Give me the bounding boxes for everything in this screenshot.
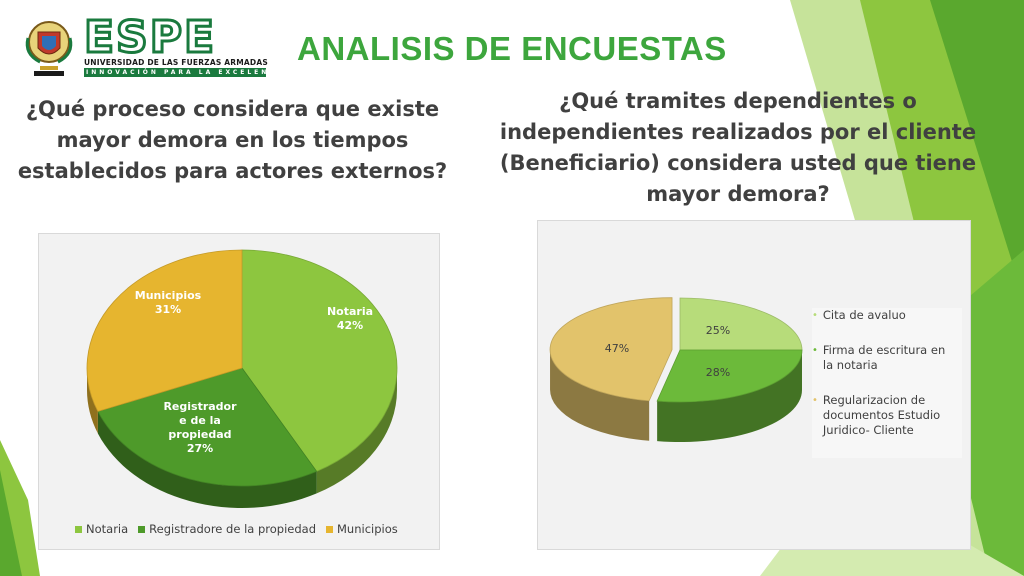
slide-title: ANALISIS DE ENCUESTAS: [297, 30, 727, 67]
legend-label: Cita de avaluo: [823, 308, 906, 323]
pie2-data-label: 47%: [604, 342, 630, 355]
pie1-data-label-line: Notaria: [326, 305, 374, 318]
logo-tagline: INNOVACIÓN PARA LA EXCELENCIA: [84, 68, 290, 77]
pie2-slice-regularizacion-de-documentos-estudio-juridico-cliente: [549, 297, 673, 402]
legend-label: Municipios: [337, 522, 398, 536]
pie2-slice-cita-de-avaluo: [679, 297, 803, 351]
legend-label-line: la notaria: [822, 358, 878, 372]
question-1: ¿Qué proceso considera que existe mayor …: [17, 97, 448, 183]
legend-item: • Regularizacion de documentos Estudio Juri…: [812, 393, 962, 438]
legend-label: Notaria: [86, 522, 129, 536]
espe-logo: ESPE UNIVERSIDAD DE LAS FUERZAS ARMADAS …: [20, 12, 287, 80]
pie1-data-label-line: propiedad: [168, 428, 232, 441]
legend-label: Registradore de la propiedad: [149, 522, 316, 536]
pie1-slice-municipios: [86, 249, 243, 412]
legend-bullet-icon: •: [812, 310, 818, 321]
legend-item: Notaria: [75, 522, 128, 536]
legend-label-line: documentos Estudio: [822, 408, 941, 422]
pie1-data-label: Registrador e de la propiedad 27%: [160, 400, 240, 456]
legend-swatch: [75, 525, 82, 533]
pie2-data-label: 25%: [705, 324, 731, 337]
legend-label-line: Cita de avaluo: [822, 308, 906, 322]
pie1-slice-registradore-de-la-propiedad: [97, 367, 318, 487]
legend-item: Municipios: [326, 522, 398, 536]
legend-item: • Firma de escritura en la notaria: [812, 343, 962, 373]
question-2: ¿Qué tramites dependientes o independien…: [499, 89, 977, 206]
legend-bullet-icon: •: [812, 395, 818, 406]
pie2-data-label: 28%: [705, 366, 731, 379]
legend-swatch: [138, 525, 146, 533]
pie2-slice-firma-de-escritura-en-la-notaria: [656, 349, 803, 403]
legend-label: Firma de escritura en la notaria: [823, 343, 945, 373]
pie1-slice-notaria: [241, 249, 398, 472]
legend-swatch: [326, 525, 333, 533]
legend-label-line: Juridico- Cliente: [822, 423, 914, 437]
legend-item: Registradore de la propiedad: [138, 522, 316, 536]
pie1-data-label-line: 27%: [186, 442, 214, 455]
chart-1-legend: Notaria Registradore de la propiedad Munic…: [75, 522, 398, 536]
legend-item: • Cita de avaluo: [812, 308, 962, 323]
pie1-data-label-line: 42%: [336, 319, 364, 332]
logo-subtitle: UNIVERSIDAD DE LAS FUERZAS ARMADAS: [84, 58, 268, 67]
pie1-slice-side-municipios: [87, 368, 98, 434]
pie1-data-label: Municipios 31%: [128, 289, 208, 317]
pie2-slice-side-regularizacion-de-documentos-estudio-juridico-cliente: [550, 349, 650, 441]
legend-label-line: Regularizacion de: [822, 393, 926, 407]
pie1-data-label-line: Municipios: [134, 289, 202, 302]
pie1-data-label-line: e de la: [179, 414, 221, 427]
university-seal-icon: [25, 21, 73, 76]
logo-wordmark: ESPE: [82, 12, 217, 63]
legend-label: Regularizacion de documentos Estudio Jurid…: [823, 393, 940, 438]
pie1-slice-side-notaria: [316, 368, 397, 494]
pie1-slice-side-registradore-de-la-propiedad: [97, 411, 317, 508]
pie2-slice-side-firma-de-escritura-en-la-notaria: [657, 350, 802, 443]
legend-label-line: Firma de escritura en: [822, 343, 946, 357]
legend-bullet-icon: •: [812, 345, 818, 356]
pie1-data-label-line: 31%: [154, 303, 182, 316]
chart-2-legend: • Cita de avaluo • Firma de escritura en la …: [812, 308, 962, 458]
pie1-data-label: Notaria 42%: [310, 305, 390, 333]
pie1-data-label-line: Registrador: [163, 400, 237, 413]
